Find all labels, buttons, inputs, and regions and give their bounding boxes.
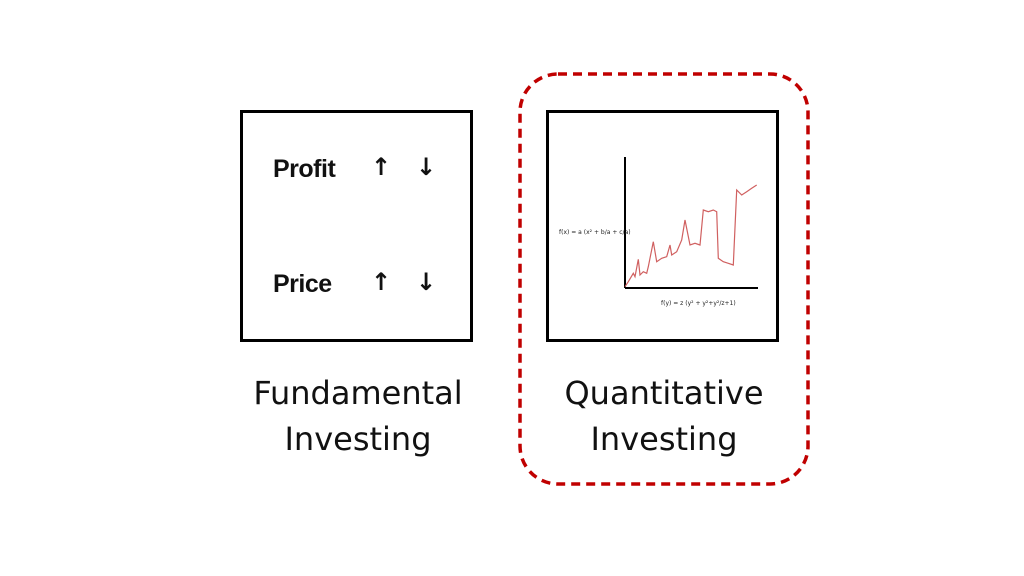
fundamental-title: Fundamental Investing [208, 370, 508, 462]
quant-chart-illustration: f(x) = a (x² + b/a + c/a) f(y) = z (y² +… [559, 157, 758, 307]
quantitative-title-line1: Quantitative [564, 374, 764, 412]
arrow-down-icon: ↓ [416, 268, 437, 296]
fundamental-title-line1: Fundamental [253, 374, 463, 412]
fundamental-panel: Profit ↑ ↓ Price ↑ ↓ [240, 110, 473, 342]
quantitative-panel: f(x) = a (x² + b/a + c/a) f(y) = z (y² +… [546, 110, 779, 342]
profit-label: Profit [273, 155, 336, 183]
y-formula: f(x) = a (x² + b/a + c/a) [559, 229, 631, 236]
arrow-up-icon: ↑ [371, 153, 392, 181]
arrow-down-icon: ↓ [416, 153, 437, 181]
price-label: Price [273, 270, 332, 298]
price-series-line [624, 184, 758, 288]
quantitative-title: Quantitative Investing [514, 370, 814, 462]
x-formula: f(y) = z (y² + y²+y²/z+1) [661, 300, 736, 307]
arrow-up-icon: ↑ [371, 268, 392, 296]
fundamental-title-line2: Investing [284, 420, 432, 458]
quantitative-title-line2: Investing [590, 420, 738, 458]
